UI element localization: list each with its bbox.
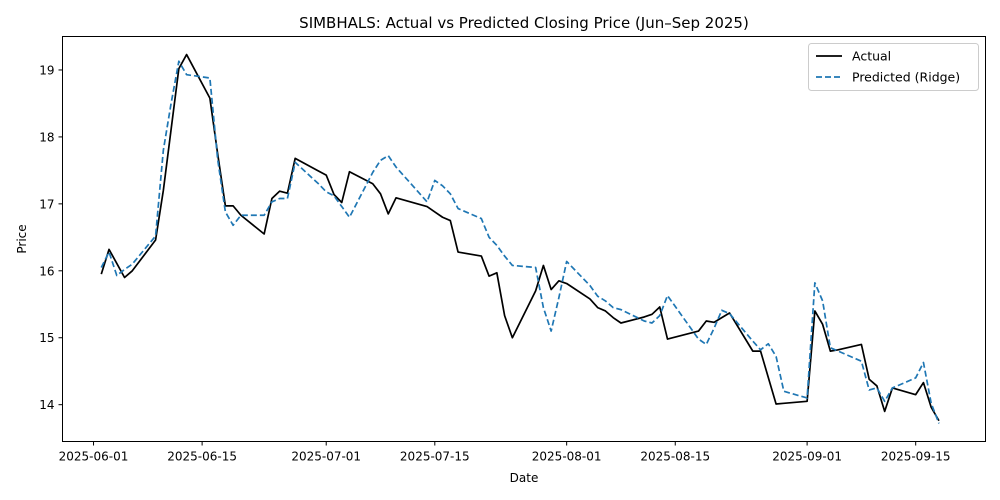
- legend-box: [808, 43, 979, 91]
- legend-label-actual: Actual: [852, 49, 891, 64]
- y-tick-label: 19: [39, 63, 54, 77]
- y-tick-label: 17: [39, 197, 54, 211]
- x-tick-label: 2025-08-15: [640, 450, 710, 464]
- plot-area: [100, 53, 940, 424]
- legend-label-predicted: Predicted (Ridge): [852, 70, 960, 85]
- y-tick-label: 15: [39, 331, 54, 345]
- legend: Actual Predicted (Ridge): [808, 43, 979, 91]
- x-tick-label: 2025-08-01: [532, 450, 602, 464]
- y-tick-label: 16: [39, 264, 54, 278]
- y-axis-title: Price: [15, 224, 29, 253]
- predicted-price-line: [100, 60, 940, 424]
- x-tick-label: 2025-06-15: [167, 450, 237, 464]
- chart-title: SIMBHALS: Actual vs Predicted Closing Pr…: [299, 14, 749, 32]
- x-tick-label: 2025-09-01: [772, 450, 842, 464]
- y-tick-label: 14: [39, 398, 54, 412]
- x-tick-label: 2025-07-15: [400, 450, 470, 464]
- x-axis-title: Date: [510, 471, 539, 485]
- x-tick-label: 2025-06-01: [59, 450, 129, 464]
- actual-price-line: [100, 53, 940, 422]
- x-tick-label: 2025-09-15: [881, 450, 951, 464]
- y-tick-label: 18: [39, 130, 54, 144]
- x-tick-label: 2025-07-01: [291, 450, 361, 464]
- plot-frame: [62, 36, 986, 442]
